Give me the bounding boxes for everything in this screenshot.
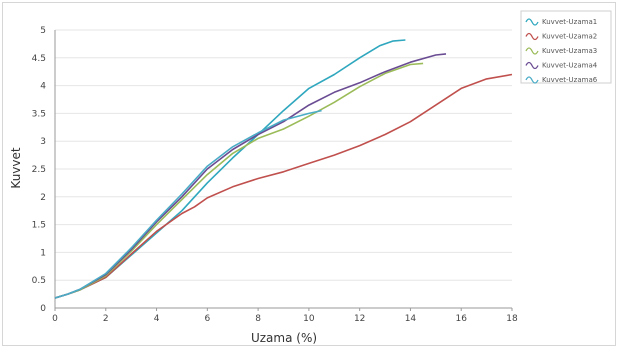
x-tick-label: 8 [255, 314, 261, 324]
legend-label: Kuvvet-Uzama1 [542, 18, 597, 26]
y-tick-label: 2.5 [32, 165, 46, 175]
x-tick-label: 18 [506, 314, 518, 324]
legend-swatch [525, 32, 539, 41]
legend-label: Kuvvet-Uzama3 [542, 47, 597, 55]
legend-label: Kuvvet-Uzama2 [542, 33, 597, 41]
legend-box [520, 10, 612, 84]
x-tick-labels: 0 2 4 6 8 10 12 14 16 18 [52, 308, 518, 324]
x-tick-label: 4 [154, 314, 160, 324]
gridlines [55, 29, 512, 281]
series-line-4 [54, 53, 447, 299]
y-tick-label: 0.5 [32, 276, 46, 286]
x-tick-label: 14 [405, 314, 417, 324]
y-tick-label: 2 [40, 193, 46, 203]
series-line-5 [54, 109, 322, 299]
y-tick-label: 1.5 [32, 221, 46, 231]
x-tick-label: 0 [52, 314, 58, 324]
axes [54, 30, 512, 309]
x-axis-title: Uzama (%) [251, 331, 317, 345]
legend-swatch [525, 61, 539, 70]
y-tick-label: 3.5 [32, 109, 46, 119]
x-tick-label: 6 [204, 314, 210, 324]
legend-label: Kuvvet-Uzama4 [542, 62, 598, 70]
y-tick-label: 4 [40, 82, 46, 92]
series-lines [54, 39, 513, 299]
y-tick-label: 0 [40, 304, 46, 314]
y-axis-title: Kuvvet [9, 147, 23, 188]
x-tick-label: 10 [303, 314, 315, 324]
x-tick-label: 2 [103, 314, 109, 324]
x-tick-label: 16 [455, 314, 467, 324]
y-tick-label: 4.5 [32, 54, 46, 64]
series-line-2 [54, 73, 513, 299]
legend-swatch [525, 76, 539, 84]
y-tick-label: 5 [40, 26, 46, 36]
y-tick-label: 3 [40, 137, 46, 147]
legend-swatch [525, 18, 539, 26]
y-tick-label: 1 [40, 248, 46, 258]
legend: Kuvvet-Uzama1 Kuvvet-Uzama2 Kuvvet-Uzama3 K… [520, 10, 612, 84]
y-tick-labels: 0 0.5 1 1.5 2 2.5 3 3.5 4 4.5 5 [32, 26, 47, 314]
x-tick-label: 12 [354, 314, 365, 324]
legend-label: Kuvvet-Uzama6 [542, 76, 598, 84]
chart-frame [2, 2, 616, 346]
legend-swatch [525, 47, 539, 55]
series-line-3 [54, 62, 424, 299]
